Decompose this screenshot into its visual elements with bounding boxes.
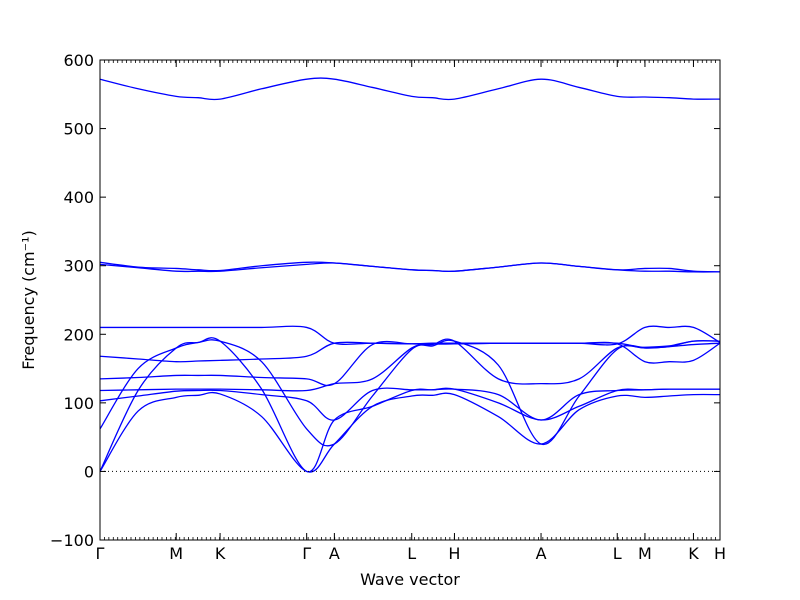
- y-tick-label: 300: [63, 257, 94, 276]
- band-10: [100, 261, 720, 273]
- y-axis-ticks: −100 0 100 200 300 400 500 600: [50, 51, 720, 550]
- x-tick-label: M: [638, 544, 652, 563]
- band-11: [100, 77, 720, 101]
- band-1: [100, 337, 720, 473]
- y-tick-label: 0: [84, 462, 94, 481]
- band-6: [100, 340, 720, 387]
- x-tick-label: Γ: [96, 544, 105, 563]
- x-tick-label: Γ: [302, 544, 311, 563]
- band-5: [100, 338, 720, 392]
- y-tick-label: 400: [63, 188, 94, 207]
- x-tick-label: A: [536, 544, 547, 563]
- y-tick-label: 100: [63, 394, 94, 413]
- y-tick-label: −100: [50, 531, 94, 550]
- x-tick-label: M: [169, 544, 183, 563]
- y-tick-label: 500: [63, 120, 94, 139]
- x-tick-label: H: [448, 544, 460, 563]
- x-axis-label: Wave vector: [360, 570, 460, 589]
- band-9: [100, 262, 720, 273]
- plot-frame: [99, 59, 721, 541]
- x-tick-label: A: [329, 544, 340, 563]
- band-3: [100, 339, 720, 447]
- bands-layer: [100, 77, 720, 473]
- band-8: [100, 325, 720, 346]
- x-tick-label: L: [613, 544, 622, 563]
- x-tick-label: K: [688, 544, 699, 563]
- x-tick-label: H: [714, 544, 726, 563]
- y-axis-label: Frequency (cm⁻¹): [19, 230, 38, 369]
- y-tick-label: 600: [63, 51, 94, 70]
- x-tick-label: K: [215, 544, 226, 563]
- x-tick-label: L: [407, 544, 416, 563]
- y-tick-label: 200: [63, 325, 94, 344]
- band-4: [100, 387, 720, 421]
- band-2: [100, 391, 720, 473]
